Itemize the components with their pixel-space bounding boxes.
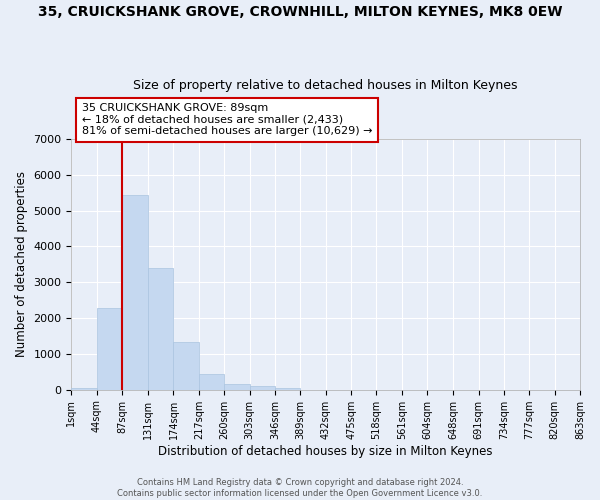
Bar <box>97 308 122 390</box>
X-axis label: Distribution of detached houses by size in Milton Keynes: Distribution of detached houses by size … <box>158 444 493 458</box>
Bar <box>148 268 173 390</box>
Y-axis label: Number of detached properties: Number of detached properties <box>15 172 28 358</box>
Title: Size of property relative to detached houses in Milton Keynes: Size of property relative to detached ho… <box>133 79 518 92</box>
Bar <box>275 388 301 390</box>
Bar <box>224 384 250 390</box>
Bar <box>122 194 148 390</box>
Text: Contains HM Land Registry data © Crown copyright and database right 2024.
Contai: Contains HM Land Registry data © Crown c… <box>118 478 482 498</box>
Text: 35, CRUICKSHANK GROVE, CROWNHILL, MILTON KEYNES, MK8 0EW: 35, CRUICKSHANK GROVE, CROWNHILL, MILTON… <box>38 5 562 19</box>
Bar <box>173 342 199 390</box>
Bar <box>250 386 275 390</box>
Bar <box>71 388 97 390</box>
Bar <box>199 374 224 390</box>
Text: 35 CRUICKSHANK GROVE: 89sqm
← 18% of detached houses are smaller (2,433)
81% of : 35 CRUICKSHANK GROVE: 89sqm ← 18% of det… <box>82 104 372 136</box>
